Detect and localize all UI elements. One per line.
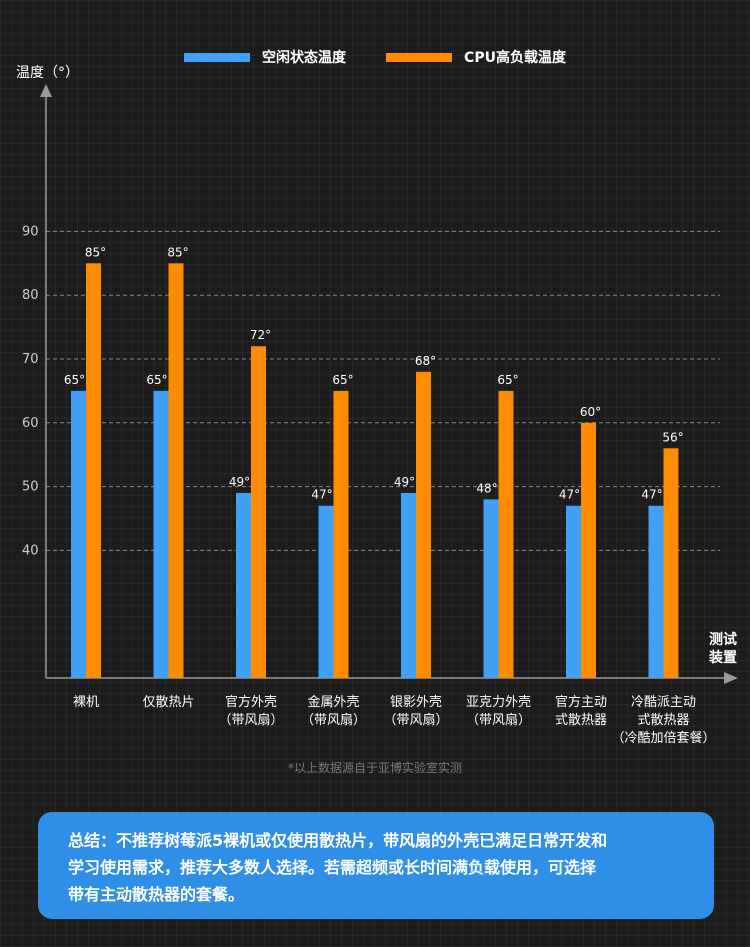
data-label-load: 72° [250,328,271,342]
x-tick-label: 仅散热片 [142,695,194,710]
bar-chart: 40 50 60 70 80 90 65° 85° 裸机 65° 85° 仅散热片 49° 72° 官方外壳… [22,84,738,746]
x-axis-arrow [724,672,738,684]
x-tick-label: （冷酷加倍套餐） [611,730,715,746]
bar-load [581,422,596,678]
bar-idle [236,492,251,678]
legend-label-load: CPU高负载温度 [464,50,566,66]
y-tick-label: 80 [22,288,39,303]
x-tick-label: 官方外壳 [225,694,277,710]
data-label-load: 65° [332,373,353,387]
bar-idle [401,492,416,678]
summary-box: 总结：不推荐树莓派5裸机或仅使用散热片，带风扇的外壳已满足日常开发和 学习使用需… [38,812,714,919]
data-label-idle: 47° [311,488,332,502]
data-label-idle: 65° [64,373,85,387]
bar-load [416,371,431,678]
legend-swatch-load [386,52,453,62]
legend: 空闲状态温度 CPU高负载温度 [0,47,750,67]
bar-load [333,390,349,678]
legend-swatch-idle [184,52,251,62]
data-label-idle: 48° [476,481,497,495]
bar-idle [566,505,581,678]
data-label-idle: 49° [394,475,415,489]
source-note: *以上数据源自于亚博实验室实测 [287,761,462,775]
y-tick-label: 90 [22,224,39,239]
bar-load [251,346,266,678]
summary-line-2: 学习使用需求，推荐大多数人选择。若需超频或长时间满负载使用，可选择 [68,858,597,877]
y-axis-arrow [40,84,52,97]
data-label-idle: 49° [229,475,250,489]
data-label-idle: 47° [559,488,580,502]
data-label-load: 85° [85,245,106,259]
x-tick-label: 官方主动 [555,694,607,710]
y-tick-label: 60 [22,416,39,431]
bar-idle [483,499,499,678]
data-label-idle: 65° [146,373,167,387]
legend-item-idle: 空闲状态温度 [184,47,346,67]
data-label-load: 56° [662,430,683,444]
y-tick-label: 50 [22,480,39,495]
x-tick-label: 金属外壳 [307,694,359,710]
x-tick-label: 银影外壳 [390,695,442,710]
summary-line-1: 总结：不推荐树莓派5裸机或仅使用散热片，带风扇的外壳已满足日常开发和 [68,831,608,850]
summary-text: 总结：不推荐树莓派5裸机或仅使用散热片，带风扇的外壳已满足日常开发和 学习使用需… [68,827,692,908]
x-tick-label: 式散热器 [637,713,689,728]
x-tick-label: 亚克力外壳 [466,695,531,710]
bar-idle [318,505,334,678]
summary-line-3: 带有主动散热器的套餐。 [68,885,245,904]
data-label-load: 65° [497,373,518,387]
x-axis-label: 测试装置 [709,632,737,666]
x-tick-label: 裸机 [73,695,99,710]
bar-load [168,263,184,678]
x-tick-label: 冷酷派主动 [631,695,696,710]
data-label-idle: 47° [641,488,662,502]
bar-idle [153,390,169,678]
bar-idle [648,505,664,678]
y-tick-label: 40 [22,543,39,558]
y-axis-label: 温度（°） [16,65,79,81]
data-label-load: 68° [415,354,436,368]
x-tick-label: （带风扇） [466,712,531,728]
bar-idle [71,390,86,678]
x-tick-label: （带风扇） [301,712,366,728]
legend-label-idle: 空闲状态温度 [262,50,347,66]
bar-load [498,390,514,678]
x-tick-label: （带风扇） [383,712,448,728]
x-tick-label: 式散热器 [555,713,607,728]
data-label-load: 85° [167,245,188,259]
bar-load [663,448,679,678]
x-tick-label: （带风扇） [218,712,283,728]
legend-item-load: CPU高负载温度 [386,47,566,67]
data-label-load: 60° [580,405,601,419]
bar-load [86,263,101,678]
y-tick-label: 70 [22,352,39,367]
